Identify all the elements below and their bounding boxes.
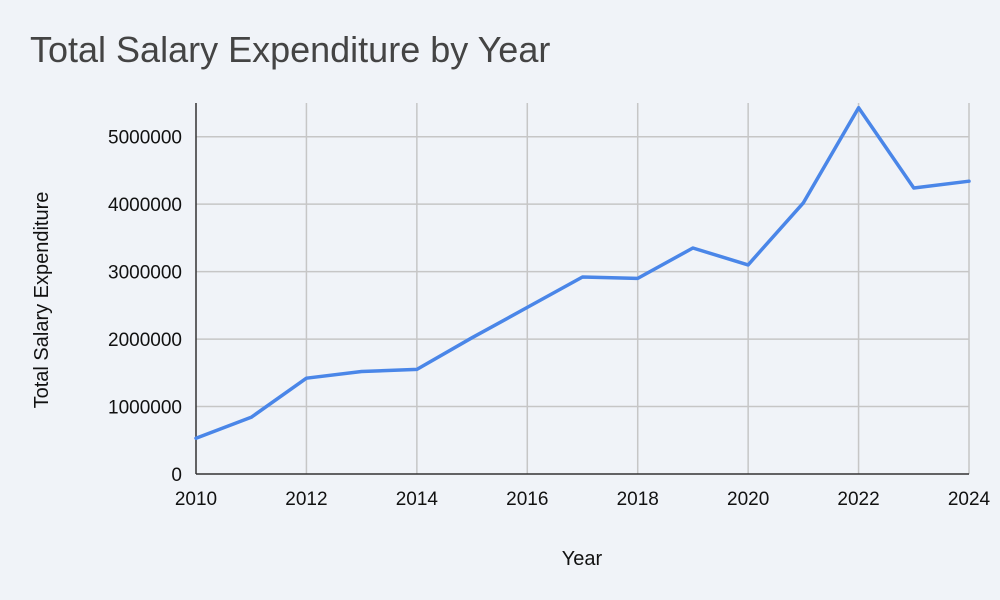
data-point <box>746 263 750 267</box>
data-point <box>194 436 198 440</box>
tick-layer: 0 1000000 2000000 3000000 4000000 5000000 2010… <box>108 128 991 510</box>
x-tick-label: 2020 <box>727 489 769 510</box>
chart-title: Total Salary Expenditure by Year <box>30 29 550 70</box>
series-layer <box>194 105 971 440</box>
x-tick-label: 2014 <box>396 489 439 510</box>
y-axis-title: Total Salary Expenditure <box>31 192 53 409</box>
x-tick-label: 2024 <box>948 489 991 510</box>
data-point <box>360 369 364 373</box>
x-tick-label: 2012 <box>285 489 327 510</box>
x-tick-label: 2016 <box>506 489 548 510</box>
data-point <box>967 179 971 183</box>
y-tick-label: 1000000 <box>108 398 182 419</box>
data-point <box>249 415 253 419</box>
x-axis-title: Year <box>562 548 603 570</box>
y-tick-label: 0 <box>171 465 182 486</box>
grid-layer <box>195 103 970 475</box>
data-point <box>304 376 308 380</box>
data-point <box>691 246 695 250</box>
data-point <box>912 186 916 190</box>
x-tick-label: 2010 <box>175 489 217 510</box>
data-point <box>857 106 861 110</box>
y-tick-label: 4000000 <box>108 195 182 216</box>
y-tick-label: 3000000 <box>108 263 182 284</box>
data-point <box>636 276 640 280</box>
x-tick-label: 2022 <box>837 489 879 510</box>
data-point <box>415 367 419 371</box>
y-tick-label: 2000000 <box>108 330 182 351</box>
data-point <box>581 275 585 279</box>
y-tick-label: 5000000 <box>108 128 182 149</box>
data-point <box>525 305 529 309</box>
series-line <box>194 105 971 440</box>
x-tick-label: 2018 <box>617 489 659 510</box>
data-point <box>801 201 805 205</box>
data-point <box>470 336 474 340</box>
